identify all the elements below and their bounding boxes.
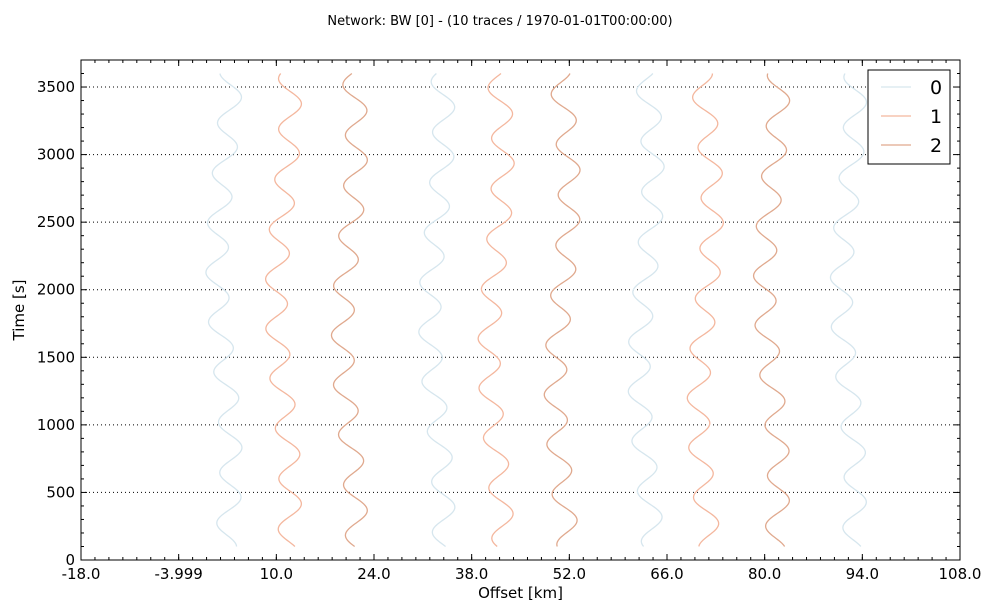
x-tick-label-2: 10.0: [260, 565, 293, 583]
chart-title: Network: BW [0] - (10 traces / 1970-01-0…: [327, 14, 672, 29]
trace-series-0-1: [418, 73, 456, 548]
trace-series-1-1: [477, 73, 515, 547]
grid-lines: [81, 86, 960, 493]
x-tick-label-7: 80.0: [748, 565, 781, 583]
legend: 0 1 2: [867, 69, 951, 165]
y-tick-label-6: 3000: [37, 146, 75, 164]
x-axis-ticks: -18.0 -3.999 10.0 24.0 38.0 52.0 66.0 80.0 94.0 1…: [62, 60, 982, 583]
legend-label-1: 1: [930, 106, 942, 128]
x-tick-label-8: 94.0: [846, 565, 879, 583]
y-tick-label-0: 0: [65, 551, 75, 569]
x-tick-label-0: -18.0: [62, 565, 101, 583]
trace-series-0-0: [205, 73, 243, 547]
y-tick-label-1: 500: [46, 483, 75, 501]
x-tick-label-3: 24.0: [357, 565, 390, 583]
legend-box: [867, 69, 951, 165]
x-tick-label-4: 38.0: [455, 565, 488, 583]
trace-series-2-1: [543, 73, 581, 547]
y-axis-ticks: 0 500 1000 1500 2000 2500 3000 3500: [37, 73, 960, 569]
trace-group: [205, 72, 868, 548]
y-axis-label: Time [s]: [10, 280, 28, 342]
y-tick-label-5: 2500: [37, 213, 75, 231]
x-axis-label: Offset [km]: [478, 584, 563, 600]
trace-series-1-2: [686, 73, 724, 547]
y-tick-label-2: 1000: [37, 416, 75, 434]
x-tick-label-5: 52.0: [553, 565, 586, 583]
x-tick-label-6: 66.0: [650, 565, 683, 583]
legend-label-0: 0: [930, 77, 942, 99]
x-tick-label-9: 108.0: [939, 565, 982, 583]
x-tick-label-1: -3.999: [154, 565, 202, 583]
trace-series-0-2: [627, 73, 665, 547]
trace-series-2-0: [330, 72, 369, 548]
y-tick-label-3: 1500: [37, 348, 75, 366]
trace-series-1-0: [264, 73, 303, 547]
legend-label-2: 2: [930, 135, 942, 157]
plot-frame: [80, 59, 961, 561]
trace-series-0-3: [829, 73, 868, 547]
y-tick-label-4: 2000: [37, 281, 75, 299]
trace-series-2-2: [752, 73, 791, 547]
y-tick-label-7: 3500: [37, 78, 75, 96]
